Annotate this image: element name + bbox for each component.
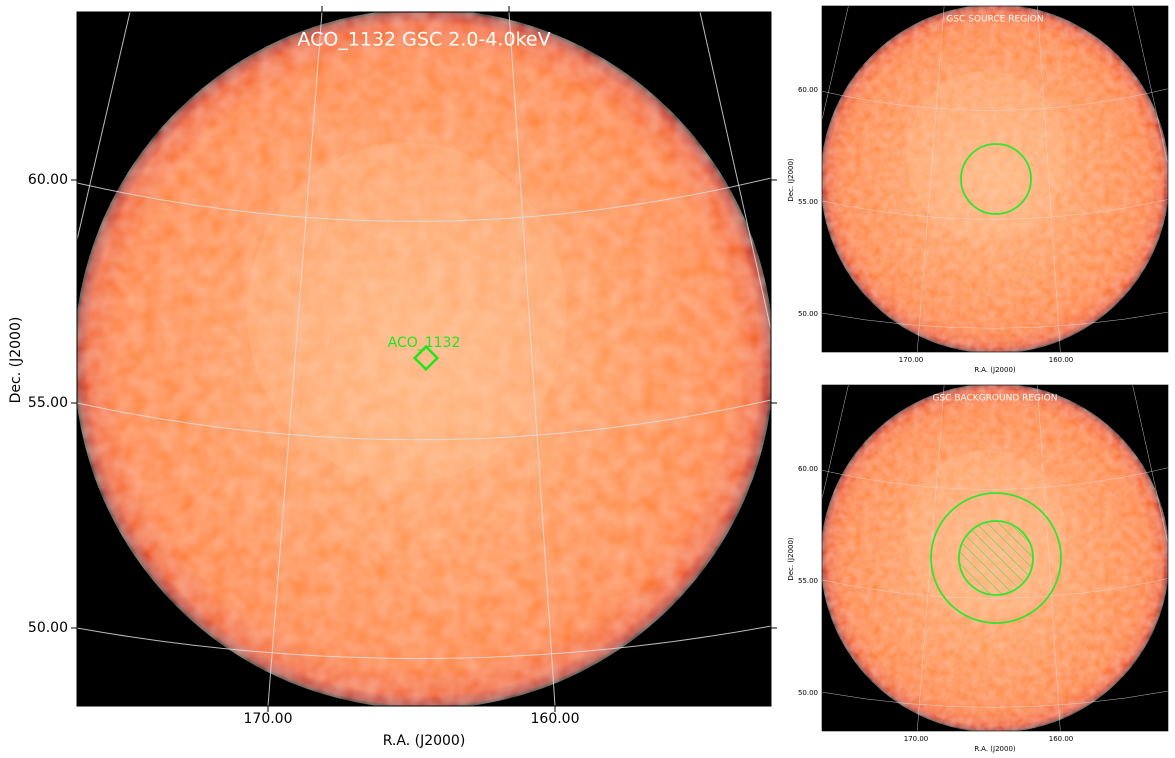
- frame: [821, 384, 1169, 732]
- ticks: [71, 6, 777, 712]
- x-tick-label: 160.00: [1049, 356, 1074, 364]
- x-axis-label: R.A. (J2000): [974, 366, 1016, 374]
- source-marker: [412, 344, 440, 372]
- y-tick-label: 55.00: [28, 395, 68, 411]
- y-tick-label: 50.00: [28, 620, 68, 636]
- y-axis-label: Dec. (J2000): [787, 158, 795, 202]
- title: GSC SOURCE REGION: [946, 15, 1043, 25]
- background-panel: GSC BACKGROUND REGION 60.00 55.00 50.00 …: [787, 384, 1169, 753]
- x-tick-label: 170.00: [904, 735, 929, 743]
- sky-image: [821, 5, 1170, 354]
- main-panel: ACO_1132 GSC 2.0-4.0keV ACO_1132 60.00 5…: [8, 6, 777, 749]
- y-tick-label: 60.00: [798, 465, 818, 473]
- y-tick-label: 55.00: [798, 577, 818, 585]
- x-tick-label: 170.00: [244, 711, 293, 727]
- title: GSC BACKGROUND REGION: [933, 394, 1058, 404]
- background-excluded: [958, 520, 1034, 596]
- frame: [821, 5, 1169, 353]
- source-panel: GSC SOURCE REGION 60.00 55.00 50.00 170.…: [787, 5, 1169, 374]
- y-tick-label: 55.00: [798, 198, 818, 206]
- x-tick-label: 170.00: [899, 356, 924, 364]
- y-tick-label: 50.00: [798, 310, 818, 318]
- source-region: [960, 143, 1032, 215]
- y-tick-label: 60.00: [28, 172, 68, 188]
- y-tick-label: 60.00: [798, 86, 818, 94]
- y-tick-label: 50.00: [798, 689, 818, 697]
- background-outer: [930, 492, 1062, 624]
- source-label: ACO_1132: [388, 335, 461, 351]
- x-axis-label: R.A. (J2000): [383, 733, 466, 749]
- y-axis-label: Dec. (J2000): [8, 317, 24, 404]
- y-axis-label: Dec. (J2000): [787, 537, 795, 581]
- x-tick-label: 160.00: [531, 711, 580, 727]
- x-tick-label: 160.00: [1049, 735, 1074, 743]
- title: ACO_1132 GSC 2.0-4.0keV: [297, 29, 550, 51]
- x-axis-label: R.A. (J2000): [974, 745, 1016, 753]
- sky-image: [74, 9, 774, 709]
- frame: [76, 11, 772, 707]
